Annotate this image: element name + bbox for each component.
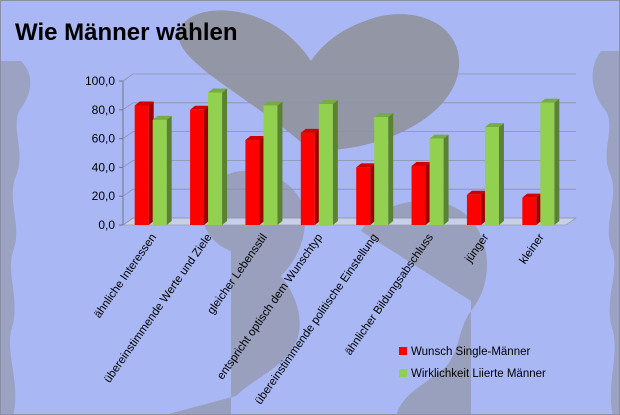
x-tick-label: kleiner bbox=[518, 232, 547, 267]
bar-top bbox=[318, 100, 338, 105]
bar-side bbox=[554, 98, 560, 225]
bar-side bbox=[370, 163, 376, 225]
bar-side bbox=[425, 161, 431, 225]
x-tick-label: jünger bbox=[463, 232, 492, 266]
legend: Wunsch Single-Männer Wirklichkeit Liierte… bbox=[399, 346, 546, 380]
bar-top bbox=[466, 190, 486, 195]
legend-item: Wirklichkeit Liierte Männer bbox=[399, 368, 546, 380]
bars bbox=[134, 88, 560, 226]
y-tick-label: 0,0 bbox=[98, 218, 115, 232]
bar bbox=[134, 101, 154, 225]
gridlines bbox=[119, 73, 576, 226]
left-plant bbox=[1, 61, 31, 414]
bar-side bbox=[480, 190, 486, 225]
bar-top bbox=[208, 88, 228, 93]
bar-top bbox=[245, 136, 265, 141]
legend-swatch bbox=[399, 369, 407, 377]
gridline bbox=[122, 159, 576, 168]
bar-top bbox=[522, 193, 542, 198]
gridline bbox=[122, 102, 576, 111]
y-axis-ticks: 0,0 20,0 40,0 60,0 80,0 100,0 bbox=[85, 74, 115, 232]
bar bbox=[466, 190, 486, 225]
bar-front bbox=[190, 109, 205, 225]
gridline bbox=[122, 131, 576, 139]
bar-front bbox=[134, 105, 149, 225]
bar bbox=[208, 88, 228, 226]
bar-front bbox=[540, 102, 555, 225]
bar-top bbox=[374, 113, 394, 117]
left-silhouette bbox=[168, 170, 305, 414]
y-tick-label: 40,0 bbox=[92, 160, 116, 174]
bar-front bbox=[208, 92, 223, 226]
bar bbox=[356, 163, 376, 225]
bar bbox=[300, 128, 320, 225]
legend-swatch bbox=[399, 347, 407, 355]
bar-top bbox=[152, 115, 172, 120]
gridline bbox=[122, 73, 576, 82]
bar-front bbox=[263, 105, 278, 225]
bar-top bbox=[356, 163, 376, 168]
bar-side bbox=[388, 113, 394, 225]
x-tick-label: entspricht optisch dem Wunschtyp bbox=[215, 232, 325, 382]
bar-side bbox=[314, 128, 320, 225]
bar-side bbox=[166, 115, 172, 225]
y-tick-label: 20,0 bbox=[92, 189, 116, 203]
bar-side bbox=[277, 101, 283, 225]
bar-side bbox=[148, 101, 154, 225]
bar-side bbox=[204, 105, 210, 225]
bar-top bbox=[484, 123, 504, 128]
y-tick-label: 80,0 bbox=[92, 103, 116, 117]
bar-front bbox=[300, 132, 315, 225]
bar bbox=[263, 101, 283, 225]
bar bbox=[484, 123, 504, 225]
bar-side bbox=[498, 123, 504, 225]
legend-label: Wirklichkeit Liierte Männer bbox=[411, 368, 546, 380]
chart-title: Wie Männer wählen bbox=[15, 19, 238, 46]
bar-front bbox=[152, 119, 167, 225]
bar bbox=[152, 115, 172, 225]
bar-front bbox=[374, 117, 389, 225]
bar bbox=[245, 136, 265, 225]
bar-top bbox=[134, 101, 154, 106]
bar-front bbox=[318, 104, 333, 225]
right-silhouette bbox=[361, 200, 487, 414]
x-tick-label: übereinstimmende politische Einstellung bbox=[253, 232, 381, 407]
bar-front bbox=[484, 127, 499, 225]
legend-item: Wunsch Single-Männer bbox=[399, 346, 530, 358]
bar bbox=[540, 98, 560, 225]
bar-top bbox=[263, 101, 283, 106]
y-tick-label: 100,0 bbox=[85, 74, 115, 88]
bar-top bbox=[540, 98, 560, 103]
bar-top bbox=[300, 128, 320, 133]
bar-front bbox=[466, 194, 481, 225]
bar bbox=[318, 100, 338, 225]
bar-side bbox=[332, 100, 338, 225]
bar-side bbox=[443, 134, 449, 225]
bar bbox=[429, 134, 449, 225]
bar-top bbox=[411, 161, 431, 166]
bar-front bbox=[356, 167, 371, 225]
legend-label: Wunsch Single-Männer bbox=[411, 346, 530, 358]
bar bbox=[522, 193, 542, 225]
bar-top bbox=[429, 134, 449, 139]
x-tick-label: gleicher Lebensstil bbox=[205, 232, 269, 317]
bar-front bbox=[522, 197, 537, 225]
x-tick-label: ähnliche Interessen bbox=[92, 232, 159, 321]
bar-side bbox=[536, 193, 542, 225]
bar-front bbox=[411, 165, 426, 225]
y-tick-label: 60,0 bbox=[92, 132, 116, 146]
bar-front bbox=[429, 138, 444, 225]
bar bbox=[374, 113, 394, 225]
bar-side bbox=[259, 136, 265, 225]
right-plant bbox=[592, 51, 619, 414]
bar-side bbox=[222, 88, 228, 226]
bar-top bbox=[190, 105, 210, 110]
bar-front bbox=[245, 140, 260, 225]
bar bbox=[411, 161, 431, 225]
bar bbox=[190, 105, 210, 225]
x-tick-label: übereinstimmende Werte und Ziele bbox=[102, 232, 214, 385]
